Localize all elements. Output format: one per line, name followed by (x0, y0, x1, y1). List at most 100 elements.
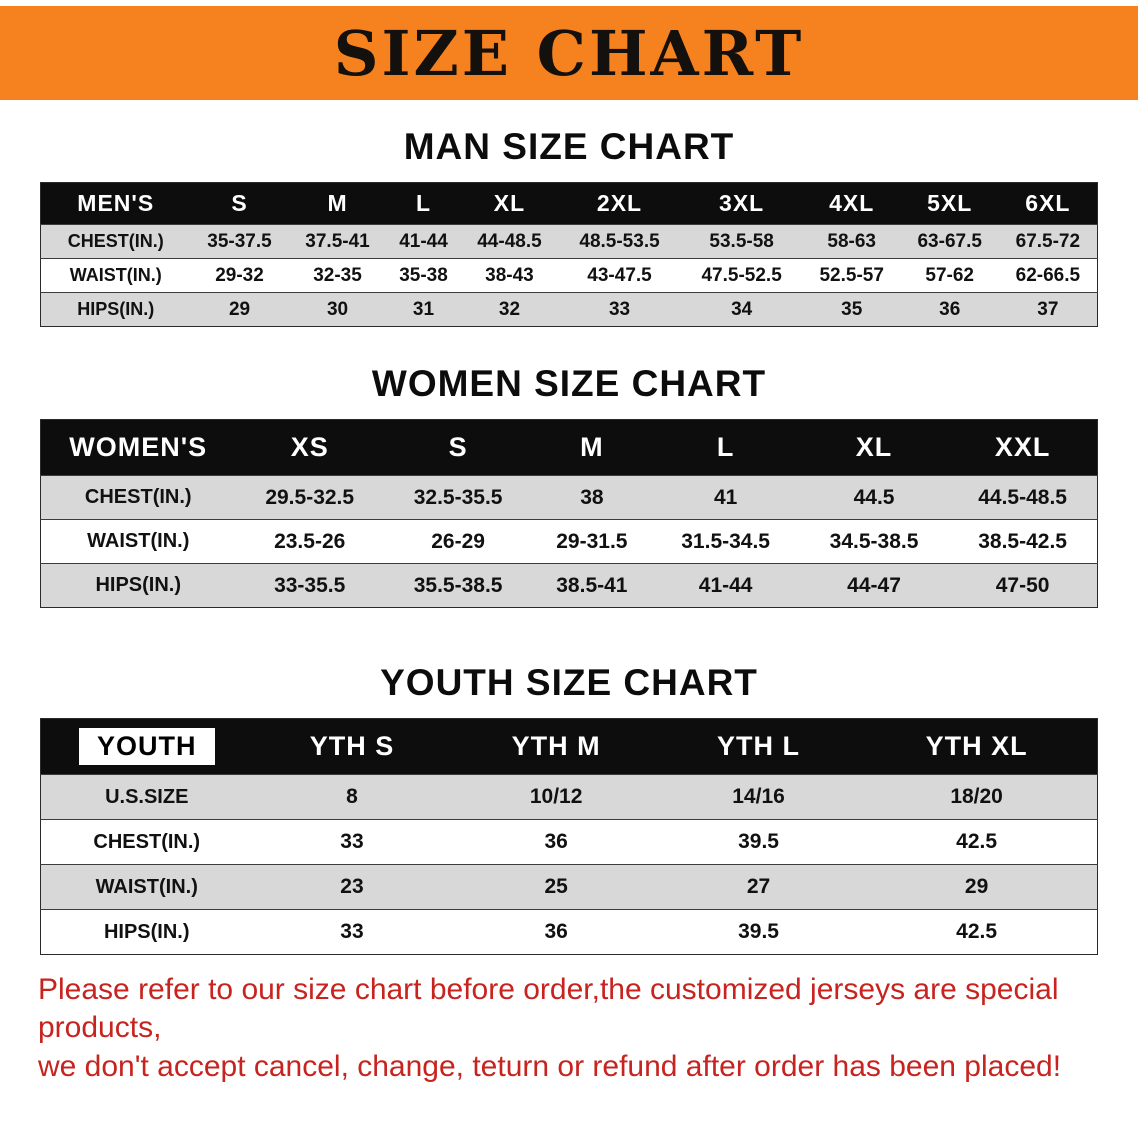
size-value-cell: 18/20 (950, 785, 1003, 808)
size-value-cell: 23.5-26 (274, 529, 346, 553)
size-value-cell: 43-47.5 (587, 264, 652, 286)
header-label-text: S (448, 432, 468, 462)
table-header-row: MEN'S S M L XL 2XL 3XL 4XL 5XL 6XL (40, 182, 1098, 225)
size-value-cell: 38 (580, 485, 604, 509)
size-value-cell: 57-62 (925, 264, 975, 286)
size-column-header: 3XL (680, 182, 803, 225)
measurement-row: HIPS(IN.) 33 36 39.5 42.5 (40, 909, 1098, 955)
row-label: HIPS(IN.) (95, 574, 182, 596)
header-label-text: YTH M (511, 731, 601, 761)
size-column-header: S (190, 182, 289, 225)
size-column-header: XL (799, 419, 949, 476)
measurement-row: CHEST(IN.) 35-37.5 37.5-41 41-44 44-48.5 48.5… (40, 224, 1098, 259)
header-label-text: XL (493, 190, 526, 216)
size-value-cell: 35-37.5 (207, 230, 272, 252)
size-value-cell: 42.5 (956, 830, 998, 853)
size-value-cell: 31 (412, 298, 435, 320)
measurement-row: WAIST(IN.) 23 25 27 29 (40, 864, 1098, 910)
size-value-cell: 47.5-52.5 (701, 264, 782, 286)
header-label-text: YTH XL (925, 731, 1028, 761)
size-value-cell: 34.5-38.5 (829, 529, 919, 553)
measurement-row: WAIST(IN.) 23.5-26 26-29 29-31.5 31.5-34.5 34… (40, 519, 1098, 564)
size-value-cell: 38-43 (485, 264, 534, 286)
table-corner-label: WOMEN'S (40, 419, 236, 476)
size-value-cell: 31.5-34.5 (681, 529, 770, 553)
man-size-table: MEN'S S M L XL 2XL 3XL 4XL 5XL 6XL CHEST(IN.) 35-37… (40, 182, 1098, 327)
size-value-cell: 62-66.5 (1015, 264, 1081, 286)
size-value-cell: 44.5-48.5 (978, 485, 1067, 509)
size-column-header: 4XL (802, 182, 901, 225)
size-value-cell: 32-35 (313, 264, 362, 286)
size-value-cell: 58-63 (827, 230, 876, 252)
size-value-cell: 36 (939, 298, 961, 320)
size-value-cell: 34 (731, 298, 753, 320)
size-column-header: YTH M (451, 718, 661, 775)
header-label-text: M (327, 190, 348, 216)
size-value-cell: 23 (340, 875, 364, 898)
size-value-cell: 44-48.5 (477, 230, 542, 252)
row-label: CHEST(IN.) (93, 830, 201, 853)
size-chart-page: SIZE CHART MAN SIZE CHART MEN'S S M L XL 2XL 3… (0, 6, 1138, 1138)
measurement-row: WAIST(IN.) 29-32 32-35 35-38 38-43 43-47.5 47.… (40, 258, 1098, 293)
size-value-cell: 32.5-35.5 (413, 485, 503, 509)
row-label: HIPS(IN.) (103, 920, 190, 943)
size-column-header: YTH XL (856, 718, 1098, 775)
measurement-row: HIPS(IN.) 33-35.5 35.5-38.5 38.5-41 41-44 44-… (40, 563, 1098, 608)
size-value-cell: 41-44 (399, 230, 448, 252)
measurement-row: CHEST(IN.) 29.5-32.5 32.5-35.5 38 41 44.5 44.5… (40, 475, 1098, 520)
disclaimer-line-2: we don't accept cancel, change, teturn o… (38, 1049, 1062, 1083)
page-title: SIZE CHART (333, 16, 805, 90)
size-value-cell: 63-67.5 (917, 230, 982, 252)
size-column-header: YTH S (252, 718, 452, 775)
size-value-cell: 27 (746, 875, 771, 898)
size-value-cell: 38.5-42.5 (978, 529, 1067, 553)
size-column-header: L (386, 182, 461, 225)
header-label-text: XS (290, 432, 329, 462)
women-size-chart-section: WOMEN SIZE CHART WOMEN'S XS S M L XL XXL CHEST(… (0, 363, 1138, 608)
header-label-text: MEN'S (77, 190, 155, 216)
row-label: WAIST(IN.) (69, 265, 162, 285)
header-label-text: M (580, 432, 604, 462)
man-size-chart-section: MAN SIZE CHART MEN'S S M L XL 2XL 3XL 4XL 5XL 6XL… (0, 126, 1138, 327)
youth-size-chart-section: YOUTH SIZE CHART YOUTH YTH S YTH M YTH L YTH… (0, 662, 1138, 955)
row-label: WAIST(IN.) (95, 875, 198, 898)
row-label: CHEST(IN.) (67, 231, 164, 251)
row-label: U.S.SIZE (105, 785, 189, 808)
measurement-row: U.S.SIZE 8 10/12 14/16 18/20 (40, 774, 1098, 820)
size-value-cell: 30 (326, 298, 349, 320)
header-label-text: WOMEN'S (69, 432, 208, 462)
size-value-cell: 29 (964, 875, 989, 898)
size-value-cell: 33 (340, 920, 364, 943)
size-column-header: XS (235, 419, 384, 476)
size-column-header: M (532, 419, 652, 476)
size-value-cell: 67.5-72 (1015, 230, 1081, 252)
disclaimer-line-1: Please refer to our size chart before or… (38, 973, 1059, 1045)
header-label-text: XL (855, 432, 893, 462)
size-value-cell: 8 (346, 785, 358, 808)
size-value-cell: 41-44 (698, 573, 753, 597)
row-label: HIPS(IN.) (77, 299, 155, 319)
table-corner-label: MEN'S (40, 182, 191, 225)
disclaimer-note: Please refer to our size chart before or… (0, 971, 1138, 1086)
size-value-cell: 39.5 (738, 920, 779, 943)
size-value-cell: 37.5-41 (305, 230, 370, 252)
size-value-cell: 39.5 (738, 830, 779, 853)
size-value-cell: 10/12 (529, 785, 583, 808)
size-value-cell: 33 (608, 298, 631, 320)
table-header-row: WOMEN'S XS S M L XL XXL (40, 419, 1098, 476)
size-value-cell: 35 (841, 298, 863, 320)
size-value-cell: 47-50 (995, 573, 1050, 597)
size-column-header: XXL (948, 419, 1098, 476)
size-column-header: YTH L (660, 718, 857, 775)
size-value-cell: 37 (1037, 298, 1059, 320)
size-column-header: L (651, 419, 800, 476)
size-column-header: S (383, 419, 533, 476)
size-value-cell: 35.5-38.5 (413, 573, 503, 597)
size-value-cell: 38.5-41 (556, 573, 628, 597)
header-label-text: YOUTH (79, 728, 215, 765)
size-value-cell: 42.5 (956, 920, 998, 943)
size-column-header: M (288, 182, 387, 225)
table-header-row: YOUTH YTH S YTH M YTH L YTH XL (40, 718, 1098, 775)
size-value-cell: 29.5-32.5 (265, 485, 355, 509)
size-column-header: XL (460, 182, 559, 225)
